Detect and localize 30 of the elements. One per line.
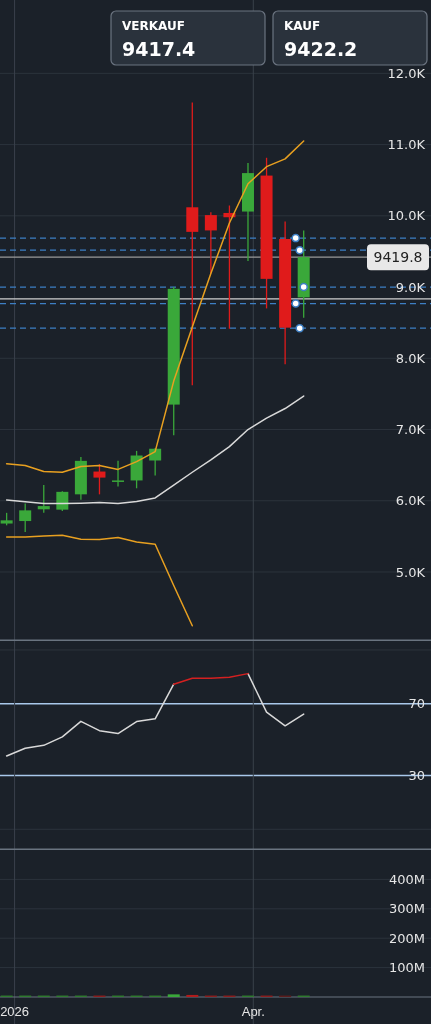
y-tick-label: 11.0K xyxy=(387,137,426,153)
y-tick-label: 400M xyxy=(388,871,425,887)
line-series xyxy=(5,140,305,473)
ref-line-label: 9419.8 xyxy=(373,249,423,266)
y-tick-label: 6.0K xyxy=(395,493,426,509)
y-tick-label: 5.0K xyxy=(395,564,426,580)
x-tick-label: 2026 xyxy=(0,1004,30,1019)
y-tick-label: 300M xyxy=(388,901,425,917)
y-tick-label: 8.0K xyxy=(395,350,426,366)
candlestick xyxy=(186,101,199,386)
x-tick-label: Apr. xyxy=(241,1004,265,1019)
y-tick-label: 12.0K xyxy=(387,65,426,81)
candlestick xyxy=(204,211,217,275)
y-tick-label: 10.0K xyxy=(387,208,426,224)
candlestick xyxy=(56,490,69,512)
candlestick xyxy=(93,463,106,495)
line-series xyxy=(5,534,194,627)
candlestick xyxy=(112,460,125,488)
line-series xyxy=(172,672,249,685)
annotation: VERKAUF xyxy=(122,19,185,33)
annotation: 9422.2 xyxy=(284,38,358,60)
line-series xyxy=(5,395,305,505)
y-tick-label: 9.0K xyxy=(395,279,426,295)
y-tick-label: 100M xyxy=(388,960,425,976)
y-tick-label: 200M xyxy=(388,930,425,946)
y-tick-label: 7.0K xyxy=(395,422,426,438)
annotation: 9417.4 xyxy=(122,38,196,60)
annotation: KAUF xyxy=(284,19,321,33)
candlestick xyxy=(37,484,50,514)
candlestick xyxy=(19,502,32,533)
